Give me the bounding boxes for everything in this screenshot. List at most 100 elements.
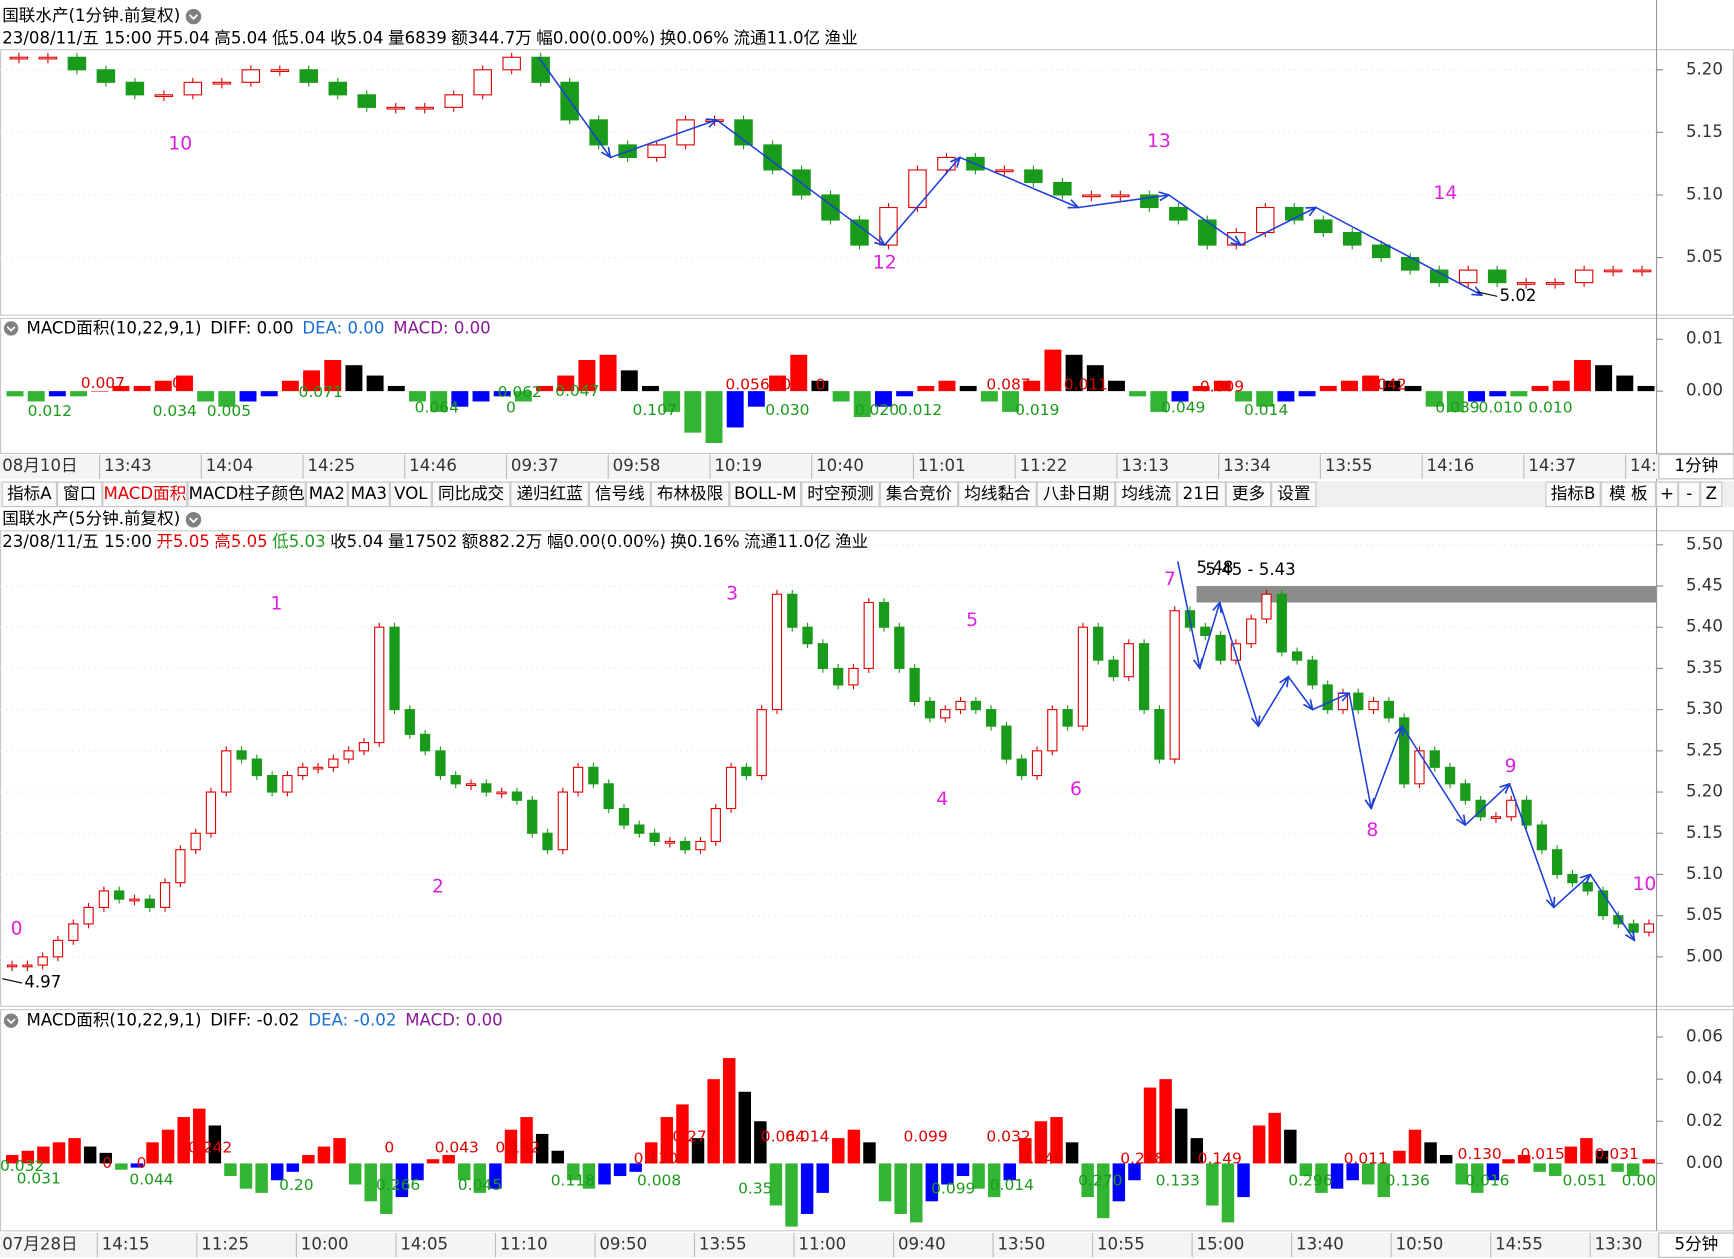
x-tick-label: 14: — [1630, 456, 1657, 475]
toolbar-button[interactable] — [1177, 481, 1226, 508]
toolbar-button[interactable] — [1656, 481, 1679, 508]
toolbar-button-label[interactable]: - — [1686, 484, 1692, 503]
candle — [589, 119, 608, 146]
macd-value-label: 0.064 — [415, 399, 459, 417]
toolbar-button-label[interactable]: 同比成交 — [438, 484, 504, 503]
toolbar-button[interactable] — [1225, 481, 1272, 508]
x-tick-label: 10:40 — [816, 456, 864, 475]
toolbar-button[interactable] — [1700, 481, 1723, 508]
macd-bar — [707, 1079, 720, 1164]
macd-value-label: 0 — [816, 375, 826, 393]
toolbar-button[interactable] — [510, 481, 589, 508]
candle — [542, 832, 553, 851]
macd-bar — [1564, 1146, 1578, 1164]
candle — [588, 766, 599, 785]
candle — [374, 626, 385, 744]
toolbar-button-label[interactable]: VOL — [394, 484, 428, 503]
macd-value-label: 0.056 — [725, 375, 769, 393]
macd-bar — [847, 1129, 861, 1164]
toolbar-button[interactable] — [347, 481, 390, 508]
x-tick-label: 09:40 — [898, 1235, 946, 1254]
macd-bar — [1517, 1154, 1531, 1164]
toolbar-button-label[interactable]: 信号线 — [595, 484, 645, 503]
toolbar-button[interactable] — [56, 481, 103, 508]
header-info: 23/08/11/五 15:00 开5.04 高5.04 低5.04 收5.04 量683… — [2, 28, 857, 47]
toolbar-button[interactable] — [588, 481, 651, 508]
toolbar-button-label[interactable]: 均线流 — [1121, 484, 1171, 503]
toolbar-button-label[interactable]: MA2 — [309, 484, 345, 503]
macd-value-label: 0.005 — [207, 402, 251, 420]
candle — [680, 840, 691, 851]
toolbar-button[interactable] — [1678, 481, 1701, 508]
toolbar-button-label[interactable]: 模 板 — [1609, 484, 1648, 503]
macd-value-label: 0.133 — [1156, 1172, 1200, 1190]
macd-bar — [816, 1163, 829, 1193]
toolbar-button-label[interactable]: 八卦日期 — [1043, 484, 1109, 503]
toolbar-button-label[interactable]: Z — [1706, 484, 1717, 503]
toolbar-button[interactable] — [729, 481, 802, 508]
candle — [9, 56, 29, 60]
toolbar-button[interactable] — [650, 481, 730, 508]
toolbar-button[interactable] — [801, 481, 880, 508]
x-tick-label: 10:19 — [714, 456, 762, 475]
candle — [358, 742, 370, 752]
toolbar-button-label[interactable]: 指标A — [7, 484, 52, 503]
toolbar-button-label[interactable]: 集合竞价 — [886, 484, 953, 503]
info-item: 低5.04 — [272, 28, 326, 47]
toolbar-button-label[interactable]: 时空预测 — [807, 484, 873, 503]
toolbar-button[interactable] — [305, 481, 348, 508]
macd-bar — [938, 380, 956, 392]
toolbar-button-label[interactable]: BOLL-M — [734, 484, 797, 503]
candle — [863, 601, 874, 669]
y-tick-label: 5.05 — [1686, 905, 1723, 924]
macd-bar — [1003, 1163, 1016, 1181]
toolbar-button[interactable] — [1600, 481, 1657, 508]
macd-bar — [1221, 1163, 1235, 1223]
toolbar-button-label[interactable]: 设置 — [1277, 484, 1310, 503]
toolbar-button-label[interactable]: 递归红蓝 — [516, 484, 582, 503]
toolbar-button-label[interactable]: 布林极限 — [657, 484, 723, 503]
toolbar-button[interactable] — [1036, 481, 1116, 508]
toolbar-button[interactable] — [879, 481, 959, 508]
toolbar-button[interactable] — [1115, 481, 1178, 508]
toolbar-button-label[interactable]: + — [1660, 484, 1674, 503]
zigzag-segment — [1287, 676, 1312, 710]
macd-value-label: 0.051 — [1563, 1172, 1607, 1190]
macd-bar — [387, 385, 405, 392]
toolbar-button-label[interactable]: 均线黏合 — [964, 484, 1031, 503]
toolbar-button-label[interactable]: 更多 — [1232, 484, 1265, 503]
toolbar-button-label[interactable]: 21日 — [1183, 484, 1221, 503]
toolbar-button[interactable] — [187, 481, 306, 508]
macd-bar — [1129, 391, 1147, 397]
macd-value-label: 0.132 — [495, 1138, 539, 1156]
candle — [1414, 750, 1425, 785]
zigzag-segment — [1370, 726, 1402, 809]
macd-bar — [1362, 375, 1380, 392]
collapse-icon — [3, 321, 19, 336]
x-tick-label: 10:55 — [1097, 1235, 1145, 1254]
macd-bar — [1298, 391, 1316, 397]
macd-bar — [1580, 1138, 1593, 1164]
toolbar-button[interactable] — [1271, 481, 1317, 508]
macd-bar — [557, 375, 575, 392]
candle — [1643, 923, 1655, 933]
toolbar-button-label[interactable]: MA3 — [351, 484, 387, 503]
toolbar-button[interactable] — [102, 481, 188, 508]
toolbar-button[interactable] — [431, 481, 511, 508]
candle — [924, 700, 936, 719]
toolbar-button[interactable] — [958, 481, 1037, 508]
toolbar-button-label[interactable]: 指标B — [1551, 484, 1596, 503]
toolbar-button-label[interactable]: 窗口 — [63, 484, 96, 503]
macd-bar — [1150, 391, 1168, 412]
toolbar-button-label[interactable]: MACD柱子颜色 — [189, 484, 305, 503]
candle — [1024, 169, 1043, 184]
toolbar-button-label[interactable]: MACD面积 — [103, 484, 186, 503]
toolbar-button[interactable] — [389, 481, 432, 508]
candle — [879, 206, 898, 246]
macd-bar — [1642, 1159, 1656, 1164]
toolbar-button[interactable] — [1, 481, 57, 508]
toolbar-button[interactable] — [1545, 481, 1601, 508]
macd-bar — [6, 1154, 19, 1164]
y-tick-label: 0.00 — [1686, 381, 1723, 400]
macd-bar — [754, 1121, 767, 1164]
